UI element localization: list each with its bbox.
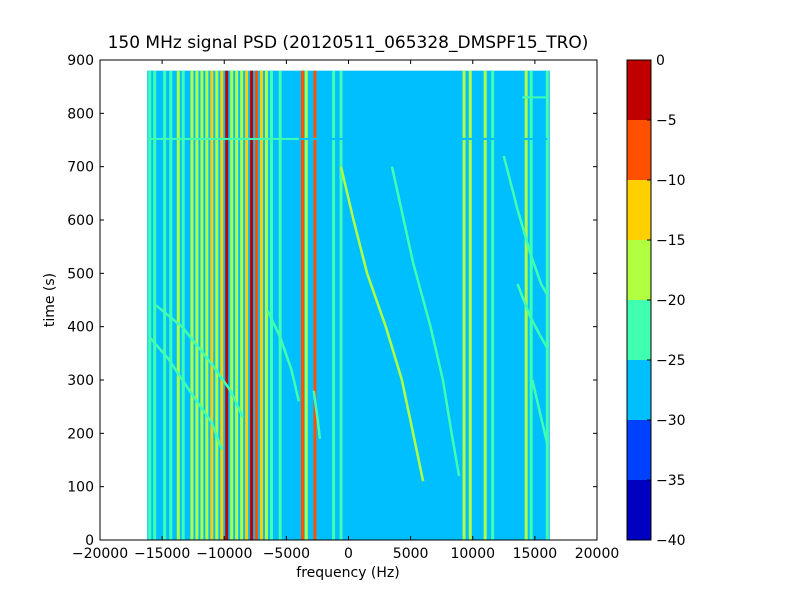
x-tick-label: −10000 [196,546,252,562]
spectral-line [148,70,152,540]
chart-title: 150 MHz signal PSD (20120511_065328_DMSP… [108,33,589,53]
spectral-line [462,70,466,540]
doppler-drift-curve [531,379,549,445]
spectral-line [260,70,264,540]
spectral-line [181,70,185,540]
y-tick-label: 900 [67,53,94,69]
spectral-line [304,70,308,540]
spectral-line [468,70,472,540]
y-tick-label: 300 [67,373,94,389]
plot-area [147,70,550,540]
y-axis-label: time (s) [42,273,58,327]
colorbar-segment [627,120,651,180]
colorbar-tick-label: −15 [656,233,686,249]
spectral-line [205,70,209,540]
x-tick-label: 20000 [575,546,620,562]
colorbar-segment [627,180,651,240]
spectral-line [190,70,194,540]
doppler-drift-curve [502,155,549,296]
colorbar-tick-label: −25 [656,353,686,369]
y-tick-label: 600 [67,213,94,229]
colorbar-tick-label: 0 [656,53,665,69]
spectral-line [230,70,234,540]
spectral-line [195,70,199,540]
spectral-line [163,70,167,540]
spectral-line [264,70,268,540]
x-tick-label: 15000 [513,546,558,562]
x-axis: −20000 −15000 −10000 −5000 0 5000 10000 15000 20… [72,60,619,562]
x-tick-label: 0 [344,546,353,562]
spectral-line [529,70,533,540]
doppler-drift-curve [339,166,425,482]
y-tick-label: 500 [67,266,94,282]
colorbar-tick-label: −10 [656,173,686,189]
doppler-drift-curve [155,304,245,418]
colorbar-segment [627,480,651,540]
y-tick-label: 400 [67,320,94,336]
colorbar-tick-label: −5 [656,113,677,129]
spectral-line [210,70,214,540]
time-streak [522,96,548,99]
heatmap-background [147,70,550,540]
spectral-line [313,70,317,540]
y-tick-label: 200 [67,426,94,442]
spectral-line [153,70,157,540]
x-tick-label: 5000 [393,546,429,562]
y-axis: 0 100 200 300 400 500 600 700 800 900 [67,53,597,549]
spectral-line [491,70,495,540]
spectral-line [483,70,487,540]
time-streak [298,137,548,140]
colorbar-segment [627,420,651,480]
spectral-line [225,70,229,540]
colorbar-segment [627,60,651,120]
doppler-drift-curve [148,336,223,450]
doppler-drift-curve [312,390,322,439]
colorbar-segment [627,240,651,300]
time-streak [149,137,299,140]
doppler-drift-curve [516,283,549,349]
spectral-line [545,70,549,540]
colorbar-segment [627,300,651,360]
colorbar-tick-label: −30 [656,413,686,429]
x-tick-label: 10000 [450,546,495,562]
x-tick-label: −15000 [134,546,190,562]
y-tick-label: 700 [67,160,94,176]
doppler-drift-curve [266,310,301,402]
spectral-line [332,70,336,540]
spectral-line [215,70,219,540]
x-tick-label: −20000 [72,546,128,562]
spectral-line [235,70,239,540]
spectral-line [278,70,282,540]
colorbar-tick-label: −35 [656,473,686,489]
colorbar-tick-label: −40 [656,533,686,549]
spectral-line [301,70,305,540]
colorbar-tick-label: −20 [656,293,686,309]
spectral-line [245,70,249,540]
spectral-line [255,70,259,540]
y-tick-label: 100 [67,480,94,496]
spectral-line [240,70,244,540]
y-tick-label: 0 [85,533,94,549]
spectral-line [269,70,273,540]
colorbar-segment [627,360,651,420]
colorbar: 0 −5 −10 −15 −20 −25 −30 −35 −40 [626,53,686,549]
x-tick-label: −5000 [263,546,310,562]
doppler-drift-curve [390,166,461,477]
spectral-line [220,70,224,540]
spectral-line [200,70,204,540]
y-tick-label: 800 [67,106,94,122]
spectral-line [169,70,173,540]
x-axis-label: frequency (Hz) [296,565,399,581]
spectral-line [250,70,254,540]
spectral-line [339,70,343,540]
spectral-line [176,70,180,540]
